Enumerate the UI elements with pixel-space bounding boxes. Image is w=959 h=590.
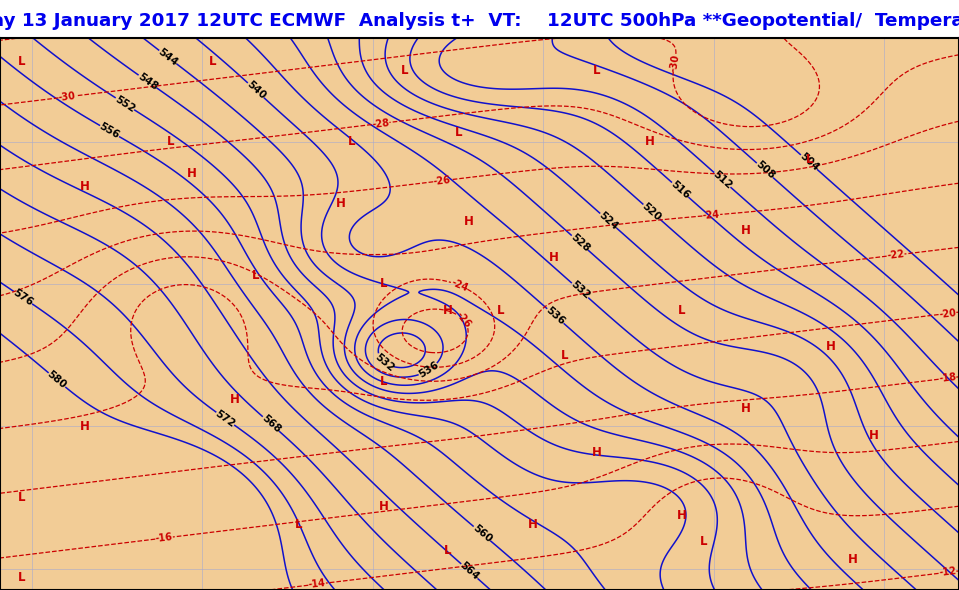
- Text: H: H: [550, 251, 559, 264]
- Text: 568: 568: [260, 413, 283, 435]
- Text: 524: 524: [596, 210, 620, 232]
- Text: L: L: [294, 517, 302, 530]
- Text: H: H: [229, 393, 240, 406]
- Text: 532: 532: [373, 352, 396, 373]
- Text: -24: -24: [702, 209, 720, 221]
- Text: 540: 540: [245, 79, 268, 101]
- Text: 572: 572: [214, 408, 237, 429]
- Text: L: L: [17, 55, 25, 68]
- Text: H: H: [827, 340, 836, 353]
- Text: -26: -26: [455, 310, 473, 330]
- Text: L: L: [380, 277, 387, 290]
- Text: 536: 536: [544, 305, 567, 327]
- Text: L: L: [561, 349, 569, 362]
- Text: 552: 552: [113, 94, 137, 114]
- Text: H: H: [592, 447, 601, 460]
- Text: L: L: [455, 126, 462, 139]
- Text: -14: -14: [308, 578, 326, 590]
- Text: L: L: [807, 153, 813, 166]
- Text: -28: -28: [371, 117, 390, 130]
- Text: 544: 544: [156, 47, 179, 68]
- Text: L: L: [209, 55, 217, 68]
- Text: H: H: [741, 224, 751, 237]
- Text: H: H: [527, 517, 538, 530]
- Text: 504: 504: [798, 151, 821, 173]
- Text: 532: 532: [569, 280, 592, 301]
- Text: Friday 13 January 2017 12UTC ECMWF  Analysis t+  VT:    12UTC 500hPa **Geopotent: Friday 13 January 2017 12UTC ECMWF Analy…: [0, 12, 959, 30]
- Text: 576: 576: [12, 287, 35, 308]
- Text: 536: 536: [417, 360, 440, 380]
- Text: H: H: [645, 135, 655, 148]
- Text: H: H: [187, 167, 197, 180]
- Text: H: H: [464, 215, 474, 228]
- Text: 556: 556: [98, 122, 122, 141]
- Text: H: H: [336, 197, 346, 211]
- Text: L: L: [593, 64, 600, 77]
- Text: H: H: [848, 553, 857, 566]
- Text: 560: 560: [471, 523, 494, 545]
- Text: H: H: [81, 179, 90, 192]
- Text: -18: -18: [938, 372, 957, 384]
- Text: L: L: [252, 268, 260, 281]
- Text: H: H: [869, 429, 878, 442]
- Text: L: L: [444, 545, 452, 558]
- Text: -30: -30: [668, 53, 681, 72]
- Text: L: L: [699, 536, 707, 549]
- Text: 516: 516: [668, 179, 691, 201]
- Text: L: L: [348, 135, 356, 148]
- Text: -24: -24: [450, 277, 469, 293]
- Text: -22: -22: [886, 249, 905, 261]
- Text: -16: -16: [154, 532, 174, 544]
- Text: H: H: [81, 419, 90, 433]
- Text: 528: 528: [569, 232, 592, 254]
- Text: 508: 508: [754, 159, 777, 181]
- Text: H: H: [443, 304, 453, 317]
- Text: L: L: [401, 64, 409, 77]
- Text: 564: 564: [458, 560, 480, 582]
- Text: L: L: [380, 375, 387, 388]
- Text: 580: 580: [45, 369, 68, 391]
- Text: 520: 520: [640, 201, 663, 222]
- Text: H: H: [741, 402, 751, 415]
- Text: -20: -20: [938, 307, 957, 320]
- Text: L: L: [678, 304, 686, 317]
- Text: L: L: [17, 491, 25, 504]
- Text: 548: 548: [136, 71, 159, 92]
- Text: L: L: [497, 304, 504, 317]
- Text: L: L: [17, 571, 25, 584]
- Text: -12: -12: [938, 566, 957, 578]
- Text: L: L: [167, 135, 175, 148]
- Text: H: H: [677, 509, 687, 522]
- Text: 512: 512: [711, 169, 734, 191]
- Text: -26: -26: [433, 175, 452, 187]
- Text: -30: -30: [58, 91, 77, 103]
- Text: H: H: [379, 500, 388, 513]
